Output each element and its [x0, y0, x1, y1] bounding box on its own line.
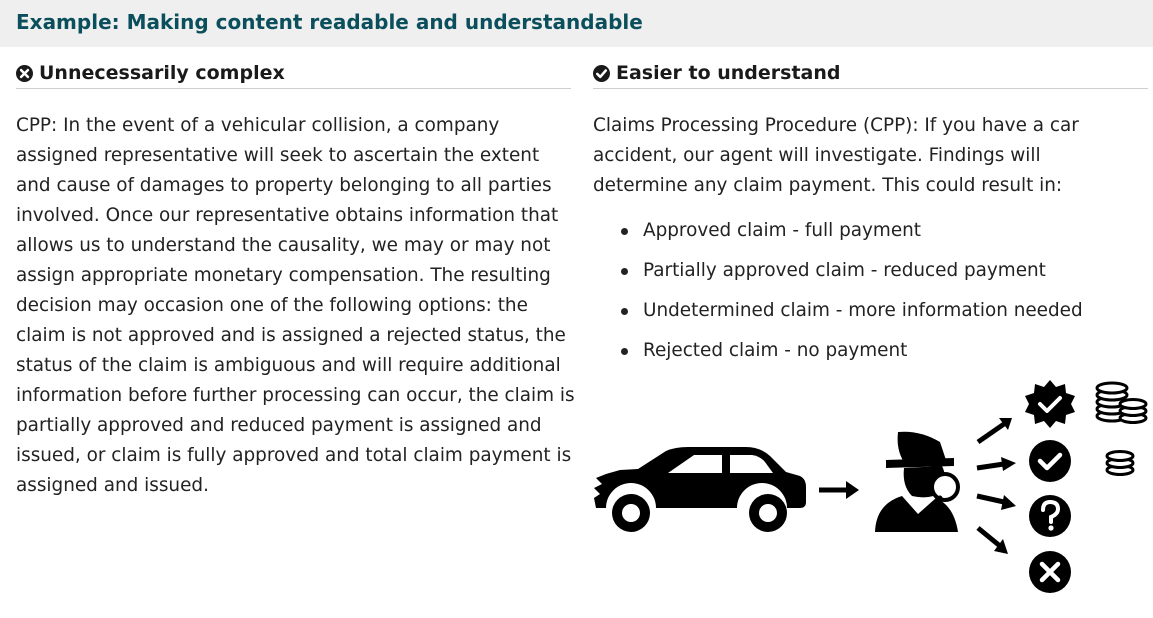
x-circle-icon: [16, 64, 33, 82]
arrow-down-right-icon: [976, 526, 1002, 548]
simple-heading-label: Easier to understand: [616, 62, 841, 84]
coin-stack-large-icon: [1095, 381, 1148, 424]
claims-illustration: [594, 380, 1148, 593]
outcome-approved: Approved claim - full payment: [643, 220, 922, 241]
approved-badge-icon: [1025, 380, 1075, 428]
check-circle-icon: [593, 64, 610, 82]
simple-heading: Easier to understand: [593, 58, 1148, 89]
outcome-rejected: Rejected claim - no payment: [643, 340, 908, 361]
example-header: Example: Making content readable and und…: [0, 0, 1153, 47]
arrow-right-icon: [976, 493, 1005, 505]
complex-text: CPP: In the event of a vehicular collisi…: [16, 115, 575, 496]
simple-text: Claims Processing Procedure (CPP): If yo…: [593, 115, 1079, 196]
example-title: Example: Making content readable and und…: [16, 10, 643, 34]
outcome-undetermined: Undetermined claim - more information ne…: [643, 300, 1083, 321]
arrow-up-right-icon: [976, 421, 1006, 445]
coin-stack-small-icon: [1105, 450, 1135, 476]
bullet: [621, 308, 628, 315]
simple-column: Easier to understand Claims Processing P…: [593, 58, 1148, 371]
list-item: Approved claim - full payment: [621, 211, 1148, 251]
arrow-right-icon: [819, 481, 859, 499]
check-circle-icon: [1029, 440, 1071, 482]
crashed-car-icon: [594, 447, 806, 532]
list-item: Rejected claim - no payment: [621, 331, 1148, 371]
bullet: [621, 268, 628, 275]
complex-column: Unnecessarily complex CPP: In the event …: [16, 58, 575, 501]
bullet: [621, 348, 628, 355]
outcome-list: Approved claim - full payment Partially …: [593, 211, 1148, 371]
list-item: Partially approved claim - reduced payme…: [621, 251, 1148, 291]
x-circle-icon: [1029, 551, 1071, 593]
complex-heading-label: Unnecessarily complex: [39, 62, 285, 84]
list-item: Undetermined claim - more information ne…: [621, 291, 1148, 331]
bullet: [621, 228, 628, 235]
outcome-arrows: [976, 418, 1016, 554]
complex-heading: Unnecessarily complex: [16, 58, 571, 89]
arrow-right-icon: [976, 461, 1005, 471]
question-circle-icon: [1029, 495, 1071, 537]
detective-agent-icon: [875, 431, 960, 532]
outcome-partial: Partially approved claim - reduced payme…: [643, 260, 1046, 281]
